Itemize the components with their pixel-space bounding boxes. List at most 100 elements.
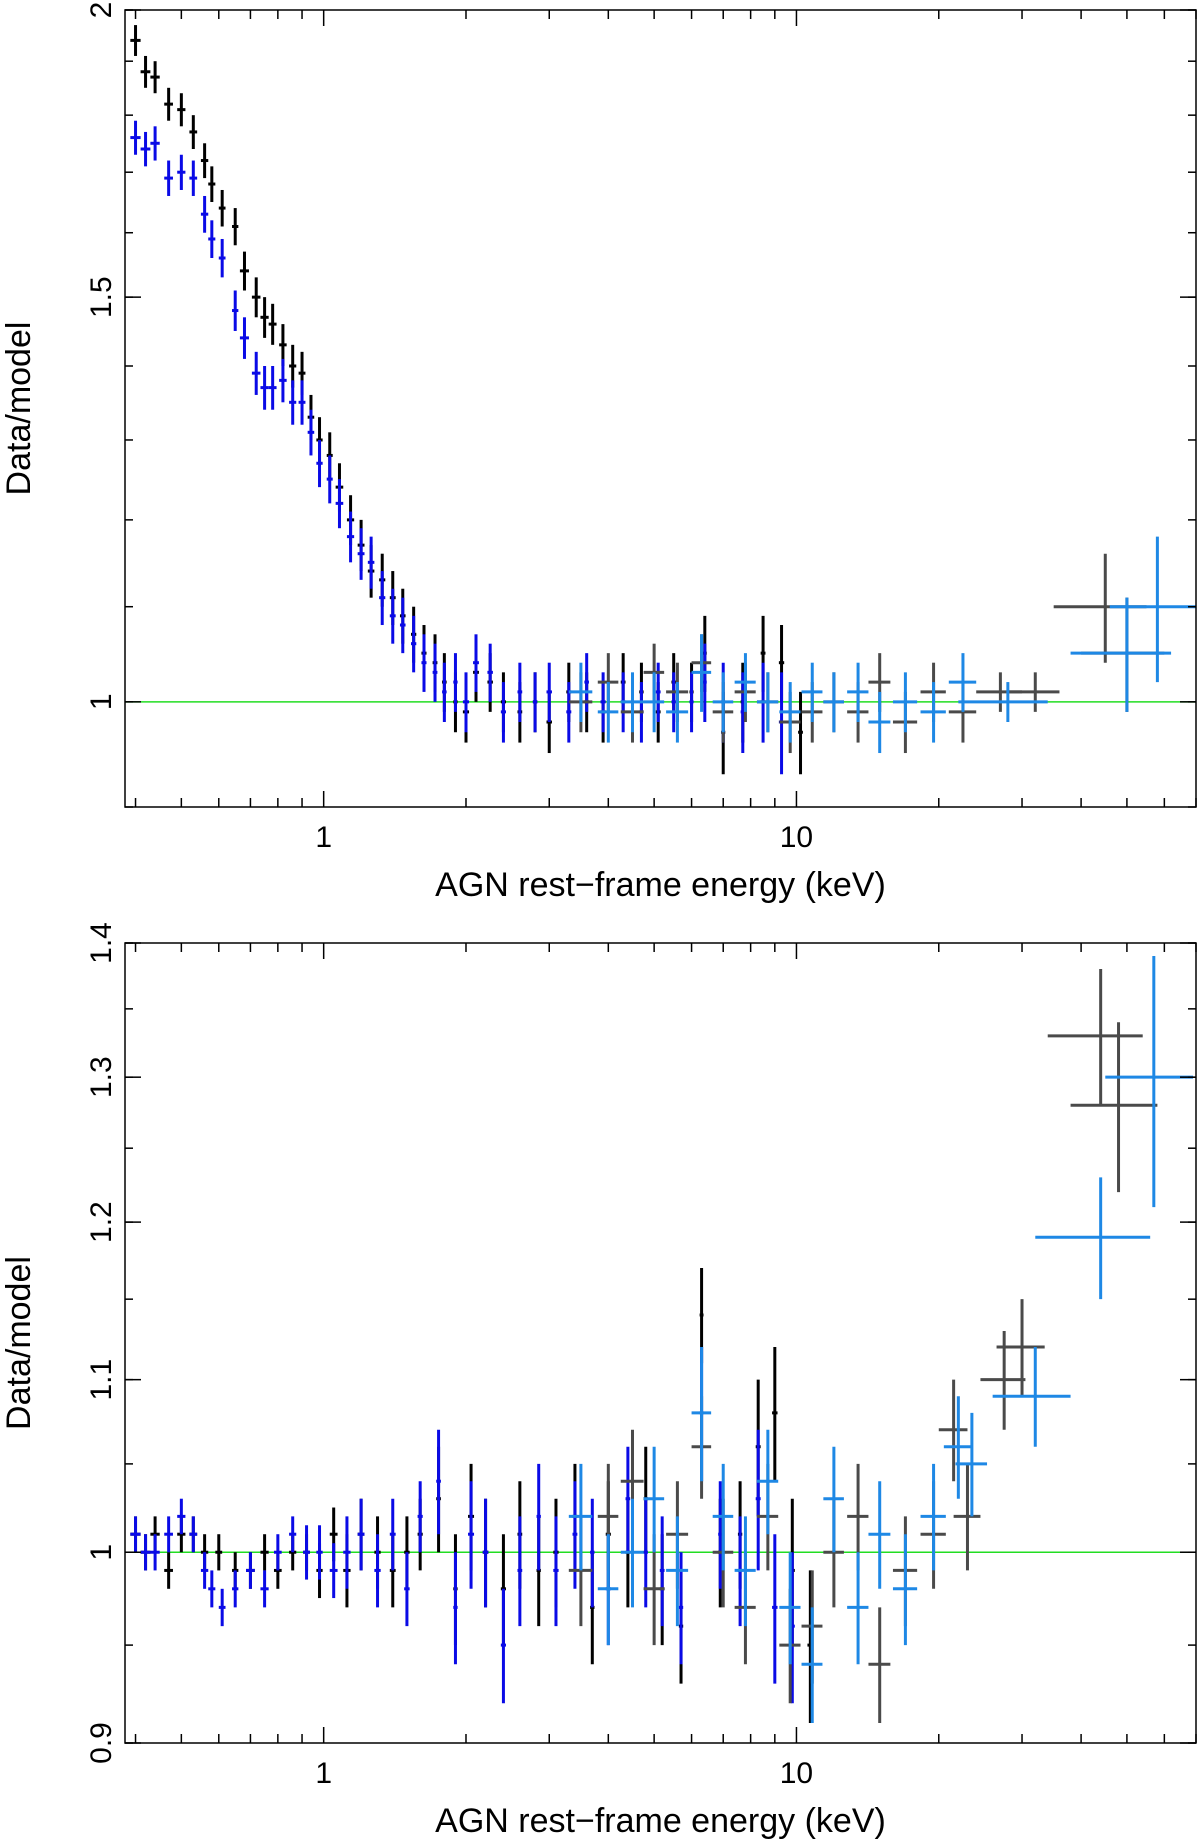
data-point [442,662,447,723]
data-point [410,615,417,673]
data-point [772,1347,778,1482]
data-point [756,672,779,733]
data-point [532,672,538,733]
data-point [453,653,458,712]
data-point [389,588,396,644]
plot-frame [124,9,1197,808]
data-point [289,380,297,425]
data-point [140,1534,151,1571]
data-point [200,143,209,179]
data-point [756,1429,779,1535]
data-point [1081,597,1165,712]
data-point [239,251,249,291]
data-point [734,1516,756,1627]
data-point [847,1552,869,1665]
series-soft-blue [130,1347,795,1704]
data-point [643,1498,648,1608]
x-axis [134,10,1197,807]
data-point [232,1570,239,1608]
data-point [666,682,689,743]
x-axis-label: AGN rest−frame energy (keV) [435,1802,886,1839]
data-point [643,1446,665,1553]
data-point [958,682,1048,723]
data-point [734,653,756,712]
y-axis [125,9,1196,808]
data-point [404,1552,410,1627]
data-point [702,643,707,723]
data-point [367,536,375,589]
data-point [1070,597,1172,712]
data-point [208,166,216,203]
x-axis-label: AGN rest−frame energy (keV) [435,866,886,904]
y-tick-label: 1.2 [85,1201,118,1243]
data-point [189,115,198,149]
data-point [772,1534,778,1684]
data-point [712,1463,734,1571]
data-point [500,682,506,743]
data-point [1007,672,1060,712]
data-point [164,87,173,121]
y-tick-label: 0.9 [85,1722,118,1764]
data-point [482,1498,489,1608]
data-point [625,1446,631,1553]
x-tick-label: 10 [780,1757,813,1790]
data-point [239,317,249,359]
data-point [620,1498,644,1608]
x-axis [134,943,1197,1743]
data-point [268,303,277,345]
data-point [1070,1022,1158,1193]
data-point [801,662,823,723]
data-point [643,672,665,733]
data-point [140,55,151,88]
data-point [189,1516,198,1553]
data-point [597,682,619,743]
data-point [268,366,277,410]
y-tick-label: 1 [85,1544,118,1561]
data-point [462,672,470,733]
data-point [399,597,406,654]
data-point [718,1481,723,1589]
data-point [279,358,287,403]
data-point [453,1552,458,1665]
y-tick-label: 1.3 [85,1056,118,1098]
data-point [671,672,676,733]
data-point [712,672,734,733]
data-point [218,238,226,278]
data-point [260,1570,269,1608]
x-tick-label: 1 [315,821,332,854]
y-tick-label: 2 [85,2,118,19]
data-point [436,1429,441,1535]
data-point [517,1516,523,1627]
data-point [417,1481,423,1553]
x-tick-label: 1 [315,1757,332,1790]
data-point [218,1588,226,1627]
data-point [943,1396,972,1499]
data-point [357,528,365,580]
y-tick-label: 1.4 [85,922,118,964]
data-point [868,691,891,754]
data-point [798,691,803,775]
y-axis-label: Data/model [0,1256,38,1430]
data-point [130,25,141,56]
data-point [823,1446,844,1553]
data-point [389,1498,396,1571]
data-point [260,297,269,338]
data-point [779,682,801,743]
data-point [1105,955,1194,1208]
data-point [1035,1177,1151,1300]
bottom-panel: 1 10 0.9 1 1.1 1.2 1.3 1.4 AGN rest−frame energy… [0,922,1197,1839]
data-point [468,1481,475,1589]
data-point [620,672,644,733]
data-point [374,1534,381,1608]
data-point [343,1516,351,1589]
data-point [251,351,261,395]
data-point [643,1534,665,1646]
data-point [177,93,186,127]
y-axis-label: Data/model [0,322,38,496]
data-point [251,277,261,318]
data-point [303,1525,310,1580]
data-point [553,1516,559,1627]
data-point [335,479,344,529]
data-point [892,672,918,733]
data-point [289,1516,297,1553]
